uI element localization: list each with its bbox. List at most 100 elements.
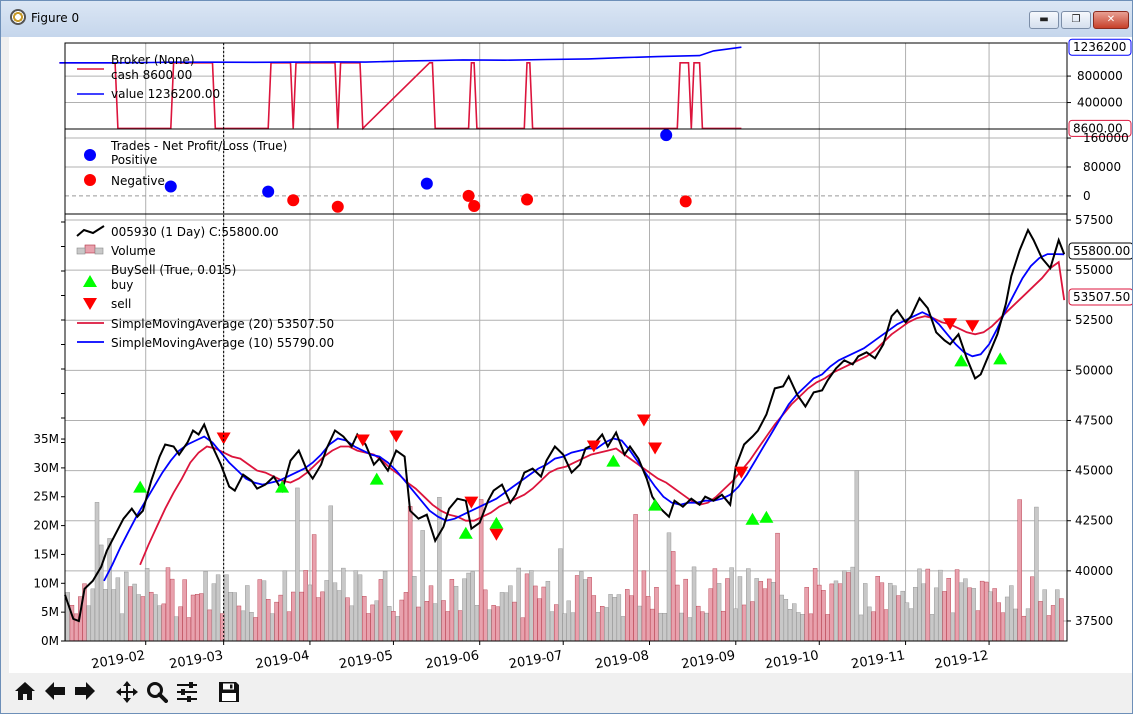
volume-bar xyxy=(917,568,922,642)
volume-bar xyxy=(896,595,901,642)
volume-bar xyxy=(395,616,400,642)
volume-y-tick-label: 35M xyxy=(33,432,59,446)
zoom-button[interactable] xyxy=(143,677,171,705)
price-y-tick-label: 50000 xyxy=(1075,363,1113,377)
volume-bar xyxy=(98,544,104,642)
volume-bar xyxy=(954,569,960,642)
volume-bar xyxy=(370,604,375,642)
volume-bar xyxy=(516,567,521,642)
volume-bar xyxy=(762,588,768,642)
volume-bar xyxy=(157,605,162,642)
volume-bar xyxy=(800,614,805,642)
volume-bar xyxy=(249,612,254,642)
volume-y-tick-label: 5M xyxy=(41,605,59,619)
price-legend-volume: Volume xyxy=(111,244,156,258)
volume-bar xyxy=(904,602,910,642)
price-y-tick-label: 57500 xyxy=(1075,213,1113,227)
volume-bar xyxy=(261,580,267,642)
broker-y-tick-label: 800000 xyxy=(1077,69,1123,83)
volume-bar xyxy=(933,587,939,642)
close-button[interactable]: ✕ xyxy=(1093,11,1129,29)
volume-bar xyxy=(670,551,676,642)
volume-bar xyxy=(311,534,317,642)
volume-bar xyxy=(620,616,626,642)
price-legend-buy: buy xyxy=(111,278,133,292)
buy-marker xyxy=(606,454,621,467)
sell-marker xyxy=(586,440,601,453)
volume-bar xyxy=(332,582,338,642)
volume-bar xyxy=(537,598,542,642)
volume-bar xyxy=(541,586,546,642)
volume-bar xyxy=(825,614,830,642)
buy-marker xyxy=(133,480,148,493)
move-icon xyxy=(116,681,138,703)
volume-bar xyxy=(149,591,154,642)
home-button[interactable] xyxy=(11,677,39,705)
volume-y-tick-label: 30M xyxy=(33,461,59,475)
volume-bar xyxy=(236,605,242,642)
volume-bar xyxy=(708,588,713,642)
volume-y-tick-label: 0M xyxy=(41,634,59,648)
sell-marker xyxy=(636,414,651,427)
volume-bar xyxy=(228,592,233,642)
volume-bar xyxy=(979,580,985,642)
broker-legend-value: value 1236200.00 xyxy=(111,87,220,101)
volume-bar xyxy=(240,610,246,642)
volume-bar xyxy=(1059,598,1064,642)
volume-bar xyxy=(850,566,855,642)
volume-bar xyxy=(796,612,801,642)
volume-bar xyxy=(595,612,601,642)
volume-bar xyxy=(524,573,530,642)
close-price-line xyxy=(64,227,1066,623)
subplots-button[interactable] xyxy=(173,677,201,705)
volume-bar xyxy=(303,570,308,642)
volume-bar xyxy=(804,587,809,642)
volume-bar xyxy=(387,606,392,642)
trades-legend-positive: Positive xyxy=(111,153,157,167)
volume-bar xyxy=(729,567,734,642)
home-icon xyxy=(15,682,35,700)
volume-bar xyxy=(817,584,822,642)
volume-bar xyxy=(687,617,693,642)
trades-legend-negative: Negative xyxy=(111,174,165,188)
x-tick-label: 2019-05 xyxy=(338,648,394,672)
volume-bar xyxy=(174,616,179,642)
volume-y-tick-label: 25M xyxy=(33,490,59,504)
x-tick-label: 2019-06 xyxy=(424,648,480,672)
volume-bar xyxy=(545,580,551,642)
volume-bar xyxy=(458,610,463,642)
pan-button[interactable] xyxy=(113,677,141,705)
volume-bar xyxy=(362,596,367,642)
forward-button[interactable] xyxy=(71,677,99,705)
sell-marker xyxy=(389,430,404,443)
volume-bar xyxy=(867,606,872,642)
volume-bar xyxy=(737,576,743,642)
volume-bar xyxy=(1034,506,1039,642)
price-y-tick-label: 47500 xyxy=(1075,413,1113,427)
volume-bar xyxy=(691,566,697,642)
sell-marker xyxy=(489,528,504,541)
volume-bar xyxy=(950,612,956,642)
volume-bar xyxy=(888,582,893,642)
volume-bar xyxy=(925,568,931,642)
price-legend-close: 005930 (1 Day) C:55800.00 xyxy=(111,225,279,239)
volume-bar xyxy=(967,587,972,642)
volume-y-tick-label: 15M xyxy=(33,547,59,561)
volume-bar xyxy=(416,606,421,642)
volume-bar xyxy=(679,612,684,642)
axes-frame xyxy=(64,213,1068,642)
volume-bar xyxy=(441,600,446,642)
volume-bar xyxy=(683,578,688,642)
back-button[interactable] xyxy=(41,677,69,705)
volume-bar xyxy=(879,582,885,642)
save-button[interactable] xyxy=(215,677,243,705)
volume-bar xyxy=(946,578,951,642)
volume-bar xyxy=(746,568,751,642)
volume-bar xyxy=(487,609,492,642)
volume-bar xyxy=(495,606,501,642)
minimize-button[interactable]: ▬ xyxy=(1029,11,1059,29)
figure-canvas[interactable]: 400000 800000 Broker (None) cash 8600.00 val… xyxy=(9,37,1132,673)
x-tick-label: 2019-02 xyxy=(90,648,146,672)
maximize-button[interactable]: ❐ xyxy=(1061,11,1091,29)
volume-bar xyxy=(270,613,275,642)
